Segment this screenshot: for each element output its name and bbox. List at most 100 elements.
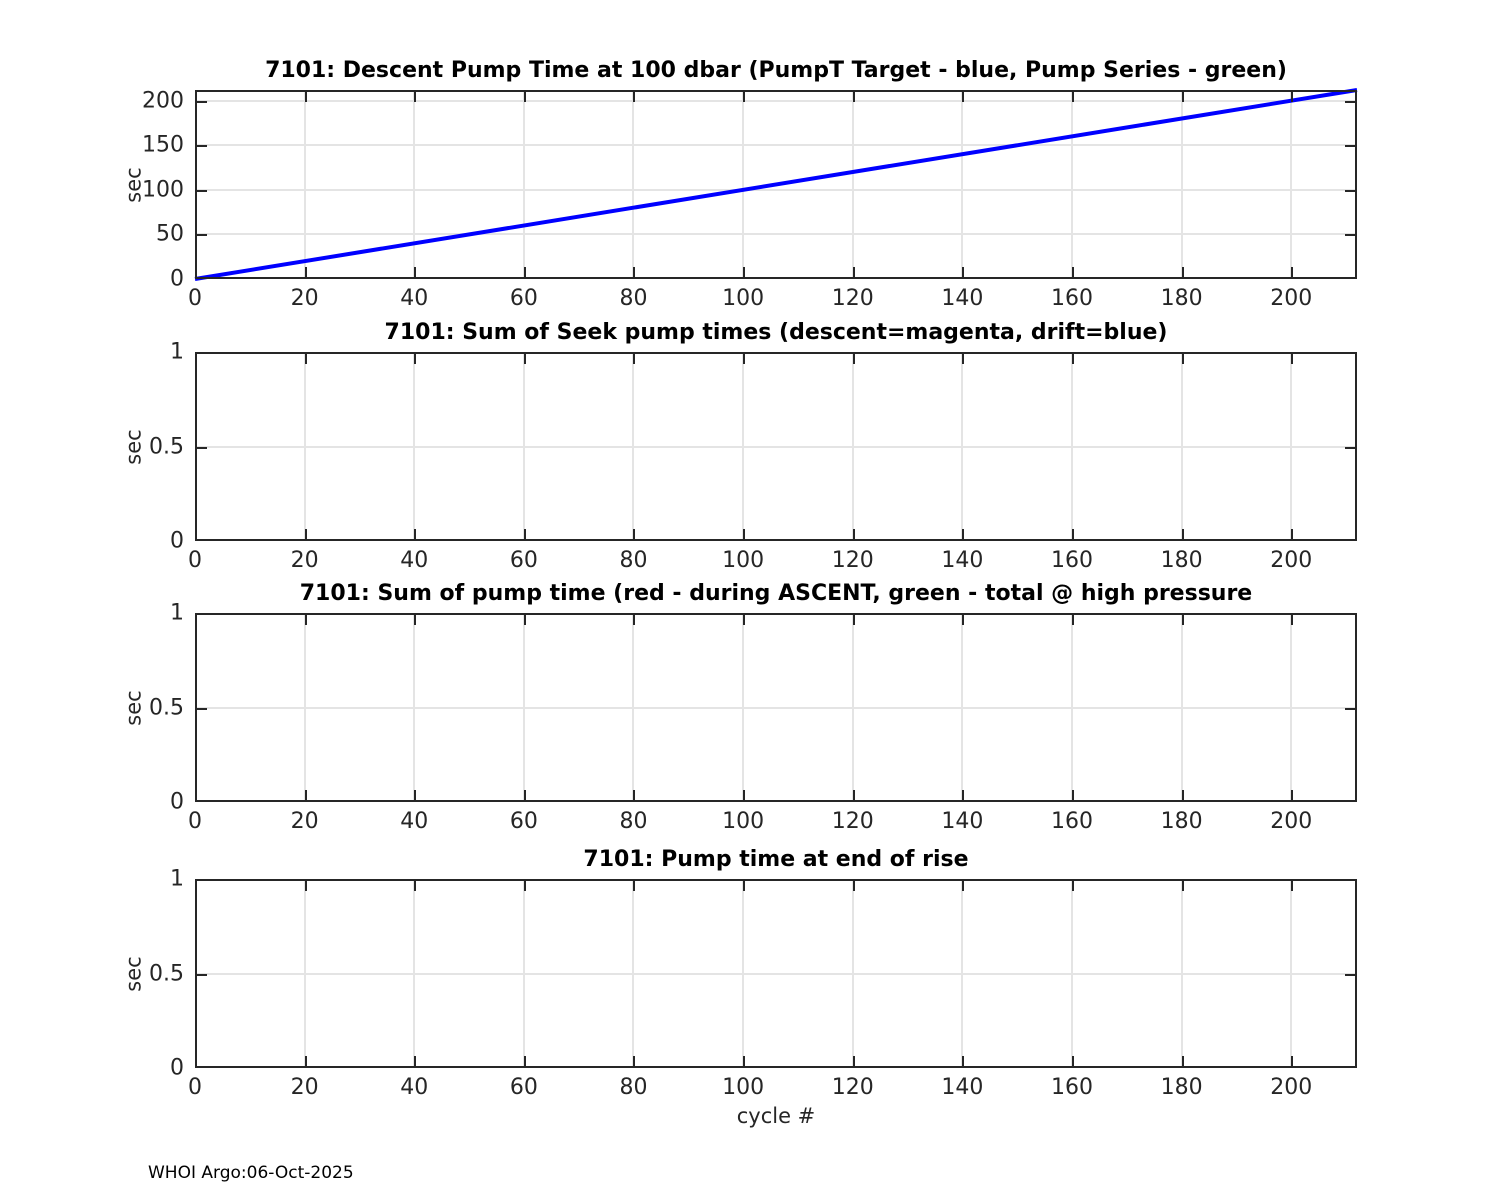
y-tick-label: 0.5 (149, 961, 184, 986)
y-axis-tick (195, 189, 207, 192)
x-axis-tick (1291, 529, 1294, 541)
x-tick-label: 100 (722, 809, 765, 834)
x-axis-tick (414, 613, 417, 625)
x-axis-tick (633, 790, 636, 802)
x-tick-label: 20 (290, 1075, 319, 1100)
grid-line-vertical (1070, 90, 1073, 279)
x-tick-label: 200 (1270, 548, 1313, 573)
y-axis-tick (1345, 613, 1357, 615)
x-axis-tick (1071, 352, 1074, 364)
x-axis-tick (1181, 267, 1184, 279)
y-axis-label-wrap: sec (117, 879, 151, 1068)
x-tick-label: 100 (722, 548, 765, 573)
y-tick-label: 150 (142, 132, 184, 158)
x-axis-tick (1071, 529, 1074, 541)
plot-title: 7101: Pump time at end of rise (583, 847, 969, 872)
y-axis-label: sec (122, 955, 147, 992)
y-tick-label: 0.5 (149, 434, 184, 459)
x-tick-label: 120 (831, 286, 874, 311)
x-tick-label: 160 (1050, 1075, 1093, 1100)
x-axis-tick (414, 529, 417, 541)
y-tick-label: 0 (170, 1055, 184, 1081)
y-axis-tick (1345, 539, 1357, 541)
x-axis-tick (1071, 1056, 1074, 1068)
x-tick-label: 40 (400, 1075, 429, 1100)
x-axis-tick (743, 1056, 746, 1068)
x-tick-label: 0 (188, 548, 202, 573)
y-axis-label-wrap: sec (117, 352, 151, 541)
y-axis-tick (195, 352, 207, 354)
x-tick-label: 140 (941, 1075, 984, 1100)
x-axis-tick (523, 267, 526, 279)
y-axis-tick (1345, 800, 1357, 802)
y-axis-tick (1345, 189, 1357, 192)
x-axis-tick (304, 879, 307, 891)
x-axis-tick (1291, 90, 1294, 102)
y-axis-tick (195, 707, 207, 710)
x-tick-label: 40 (400, 548, 429, 573)
subplot-1: 7101: Descent Pump Time at 100 dbar (Pum… (122, 58, 1358, 311)
grid-line-horizontal (195, 233, 1357, 236)
x-axis-tick (633, 529, 636, 541)
y-tick-label: 1 (170, 866, 184, 892)
y-tick-label: 200 (142, 88, 184, 114)
y-axis-label: sec (122, 689, 147, 726)
x-axis-tick (304, 529, 307, 541)
x-tick-label: 80 (619, 1075, 648, 1100)
x-axis-tick (414, 90, 417, 102)
x-tick-label: 180 (1160, 809, 1203, 834)
x-tick-label: 60 (509, 286, 538, 311)
x-axis-tick (852, 613, 855, 625)
x-tick-label: 160 (1050, 548, 1093, 573)
y-axis-label-wrap: sec (117, 613, 151, 802)
x-axis-tick (1071, 879, 1074, 891)
y-axis-tick (1345, 277, 1357, 279)
y-axis-label: sec (122, 428, 147, 465)
x-axis-tick (523, 790, 526, 802)
grid-line-vertical (1290, 90, 1293, 279)
subplot-2: 7101: Sum of Seek pump times (descent=ma… (122, 320, 1357, 573)
x-tick-label: 20 (290, 548, 319, 573)
x-axis-tick (633, 613, 636, 625)
x-tick-label: 100 (722, 286, 765, 311)
x-tick-label: 80 (619, 286, 648, 311)
y-axis-tick (1345, 145, 1357, 148)
x-axis-tick (743, 352, 746, 364)
x-axis-label: cycle # (736, 1104, 816, 1128)
y-axis-tick (1345, 707, 1357, 710)
x-axis-tick (852, 790, 855, 802)
y-axis-tick (1345, 100, 1357, 103)
y-axis-tick (195, 277, 207, 279)
grid-line-vertical (632, 90, 635, 279)
grid-line-horizontal (195, 445, 1357, 448)
x-axis-tick (852, 1056, 855, 1068)
x-tick-label: 160 (1050, 286, 1093, 311)
x-tick-label: 60 (509, 1075, 538, 1100)
x-axis-tick (1071, 90, 1074, 102)
x-axis-tick (523, 613, 526, 625)
x-tick-label: 180 (1160, 1075, 1203, 1100)
x-axis-tick (1291, 790, 1294, 802)
x-axis-tick (1071, 613, 1074, 625)
grid-line-vertical (742, 90, 745, 279)
x-axis-tick (1181, 879, 1184, 891)
x-axis-tick (1181, 613, 1184, 625)
x-axis-tick (1071, 267, 1074, 279)
x-axis-tick (304, 352, 307, 364)
x-axis-tick (633, 352, 636, 364)
x-axis-tick (1291, 613, 1294, 625)
x-tick-label: 120 (831, 1075, 874, 1100)
grid-line-horizontal (195, 188, 1357, 191)
grid-line-horizontal (195, 144, 1357, 147)
x-axis-tick (523, 90, 526, 102)
x-axis-tick (304, 267, 307, 279)
y-tick-label: 1 (170, 339, 184, 365)
x-axis-tick (414, 267, 417, 279)
x-axis-tick (523, 879, 526, 891)
grid-line-vertical (413, 90, 416, 279)
y-axis-tick (195, 879, 207, 881)
x-axis-tick (1181, 529, 1184, 541)
x-axis-tick (1181, 90, 1184, 102)
x-axis-tick (633, 267, 636, 279)
